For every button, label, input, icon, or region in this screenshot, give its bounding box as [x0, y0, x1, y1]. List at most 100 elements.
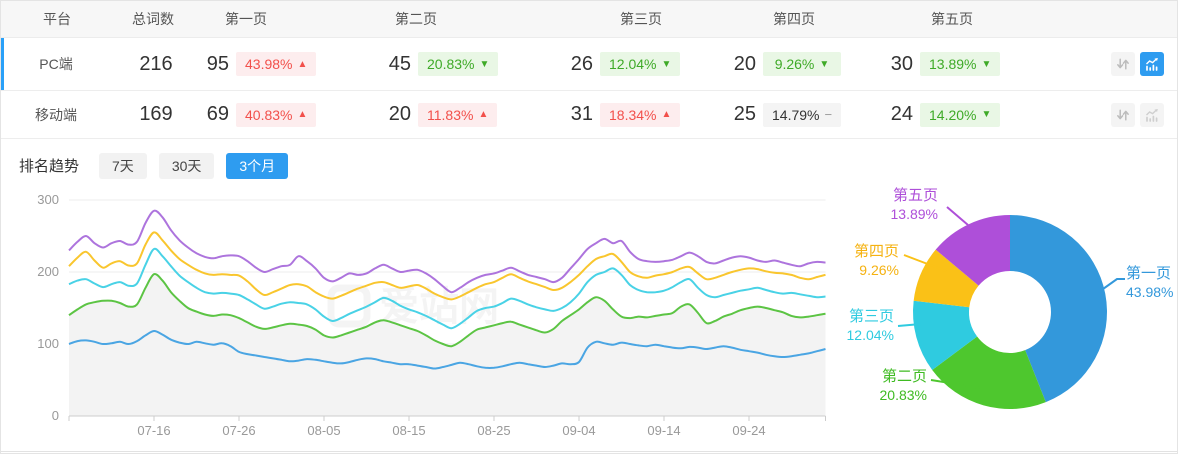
area-under-第二页 [69, 274, 826, 416]
down-arrow-icon: ▼ [479, 58, 490, 70]
x-axis-label: 09-04 [562, 423, 595, 438]
page1-count: 95 [206, 52, 229, 75]
page3-cell: 31 18.34% ▲ [533, 91, 681, 138]
col-header-page5: 第五页 [931, 11, 973, 27]
rank-trend-line-chart[interactable]: 爱站网 07-16 07-26 08-05 08-15 08-25 09-04 09-14 09… [1, 186, 841, 451]
col-header-total: 总词数 [132, 11, 174, 27]
page5-change-badge: 14.20% ▼ [920, 102, 1001, 127]
total-words-value: 216 [139, 52, 173, 75]
up-arrow-icon: ▲ [478, 109, 489, 120]
page1-change-badge: 43.98% ▲ [236, 52, 317, 76]
page4-change-badge: 9.26% ▼ [763, 52, 841, 76]
col-header-page3: 第三页 [620, 11, 662, 27]
table-row-mobile[interactable]: 移动端 169 69 40.83% ▲ 20 11.83% ▲ 31 18.34% ▲… [1, 91, 1177, 139]
up-arrow-icon: ▲ [661, 109, 672, 120]
page-distribution-donut: 第一页 43.98% 第二页 20.83% 第三页 12.04% 第四页 9.2… [841, 181, 1177, 453]
col-header-page1: 第一页 [225, 11, 267, 27]
page2-cell: 20 11.83% ▲ [351, 91, 498, 138]
y-axis-label: 300 [37, 192, 59, 207]
platform-label: PC端 [39, 56, 73, 72]
page3-cell: 26 12.04% ▼ [533, 38, 681, 90]
trend-line-第三页[interactable] [68, 247, 826, 330]
row-actions [1111, 91, 1164, 138]
total-words-value: 169 [139, 103, 173, 125]
platform-label: 移动端 [35, 106, 77, 123]
trend-line-第五页[interactable] [68, 209, 826, 294]
page2-count: 20 [388, 103, 411, 125]
page4-change-badge: 14.79% − [763, 102, 842, 127]
pie-leader-第三页 [897, 323, 922, 327]
row-actions [1111, 38, 1164, 90]
tab-3months[interactable]: 3个月 [226, 152, 289, 179]
col-header-platform: 平台 [43, 11, 71, 27]
pie-leader-第四页 [903, 254, 947, 272]
pie-leader-第一页 [1102, 278, 1125, 290]
trend-chart-icon [1146, 58, 1158, 71]
table-row-pc[interactable]: PC端 216 95 43.98% ▲ 45 20.83% ▼ 26 12.04% ▼… [1, 38, 1177, 91]
pie-slice-第二页[interactable] [932, 336, 1046, 409]
trend-line-第二页[interactable] [68, 273, 826, 348]
page2-cell: 45 20.83% ▼ [351, 38, 499, 90]
col-header-page2: 第二页 [395, 11, 437, 27]
x-axis-label: 08-05 [307, 423, 340, 438]
watermark: 爱站网 [327, 284, 499, 329]
pie-slice-第一页[interactable] [1010, 215, 1107, 403]
page5-count: 30 [890, 52, 913, 75]
page3-count: 31 [570, 103, 593, 125]
trend-chart-button[interactable] [1140, 102, 1164, 127]
page5-count: 24 [890, 103, 913, 125]
sort-button[interactable] [1111, 52, 1135, 76]
page4-cell: 25 14.79% − [696, 91, 842, 138]
page1-cell: 95 43.98% ▲ [169, 38, 317, 90]
page5-cell: 24 14.20% ▼ [853, 91, 1001, 138]
trend-chart-button[interactable] [1140, 52, 1164, 76]
pie-leader-第五页 [946, 206, 969, 226]
down-arrow-icon: ▼ [981, 58, 992, 70]
trend-line-第四页[interactable] [68, 231, 826, 301]
x-axis-label: 09-24 [732, 423, 765, 438]
trend-section-title: 排名趋势 [19, 158, 80, 175]
x-axis-label: 08-25 [477, 423, 510, 438]
up-arrow-icon: ▲ [297, 58, 308, 70]
page4-count: 25 [733, 103, 756, 125]
pie-label-page1: 第一页 43.98% [1126, 265, 1174, 300]
page4-count: 20 [733, 52, 756, 75]
tab-30days[interactable]: 30天 [158, 152, 215, 179]
pie-label-page2: 第二页 20.83% [879, 368, 927, 403]
sort-arrows-icon [1117, 108, 1129, 121]
pie-slice-第三页[interactable] [913, 300, 978, 370]
flat-dash-icon: − [824, 107, 833, 122]
panel-bottom-border [1, 451, 1177, 452]
page3-change-badge: 18.34% ▲ [600, 102, 681, 127]
tab-7days[interactable]: 7天 [99, 152, 147, 179]
trend-chart-icon [1146, 108, 1158, 122]
down-arrow-icon: ▼ [981, 109, 992, 120]
y-axis-label: 0 [52, 408, 59, 423]
pie-label-page5: 第五页 13.89% [890, 187, 938, 222]
x-axis-label: 07-26 [222, 423, 255, 438]
up-arrow-icon: ▲ [297, 109, 308, 120]
down-arrow-icon: ▼ [819, 58, 830, 70]
col-header-page4: 第四页 [773, 11, 815, 27]
pie-leader-第二页 [930, 379, 982, 389]
page3-count: 26 [570, 52, 593, 75]
x-axis-label: 08-15 [392, 423, 425, 438]
down-arrow-icon: ▼ [661, 58, 672, 70]
page2-count: 45 [388, 52, 411, 75]
x-axis-label: 07-16 [137, 423, 170, 438]
sort-arrows-icon [1117, 58, 1129, 70]
page1-change-badge: 40.83% ▲ [236, 102, 317, 127]
pie-slice-第五页[interactable] [935, 215, 1010, 286]
page5-cell: 30 13.89% ▼ [853, 38, 1001, 90]
pie-label-page3: 第三页 12.04% [846, 308, 894, 343]
x-axis-label: 09-14 [647, 423, 680, 438]
table-header: 平台 总词数 第一页 第二页 第三页 第四页 第五页 [1, 1, 1177, 38]
page1-count: 69 [206, 103, 229, 125]
page2-change-badge: 20.83% ▼ [418, 52, 499, 76]
sort-button[interactable] [1111, 102, 1135, 127]
page5-change-badge: 13.89% ▼ [920, 52, 1001, 76]
y-axis-label: 100 [37, 336, 59, 351]
trend-line-第一页[interactable] [68, 330, 826, 370]
page1-cell: 69 40.83% ▲ [169, 91, 317, 138]
